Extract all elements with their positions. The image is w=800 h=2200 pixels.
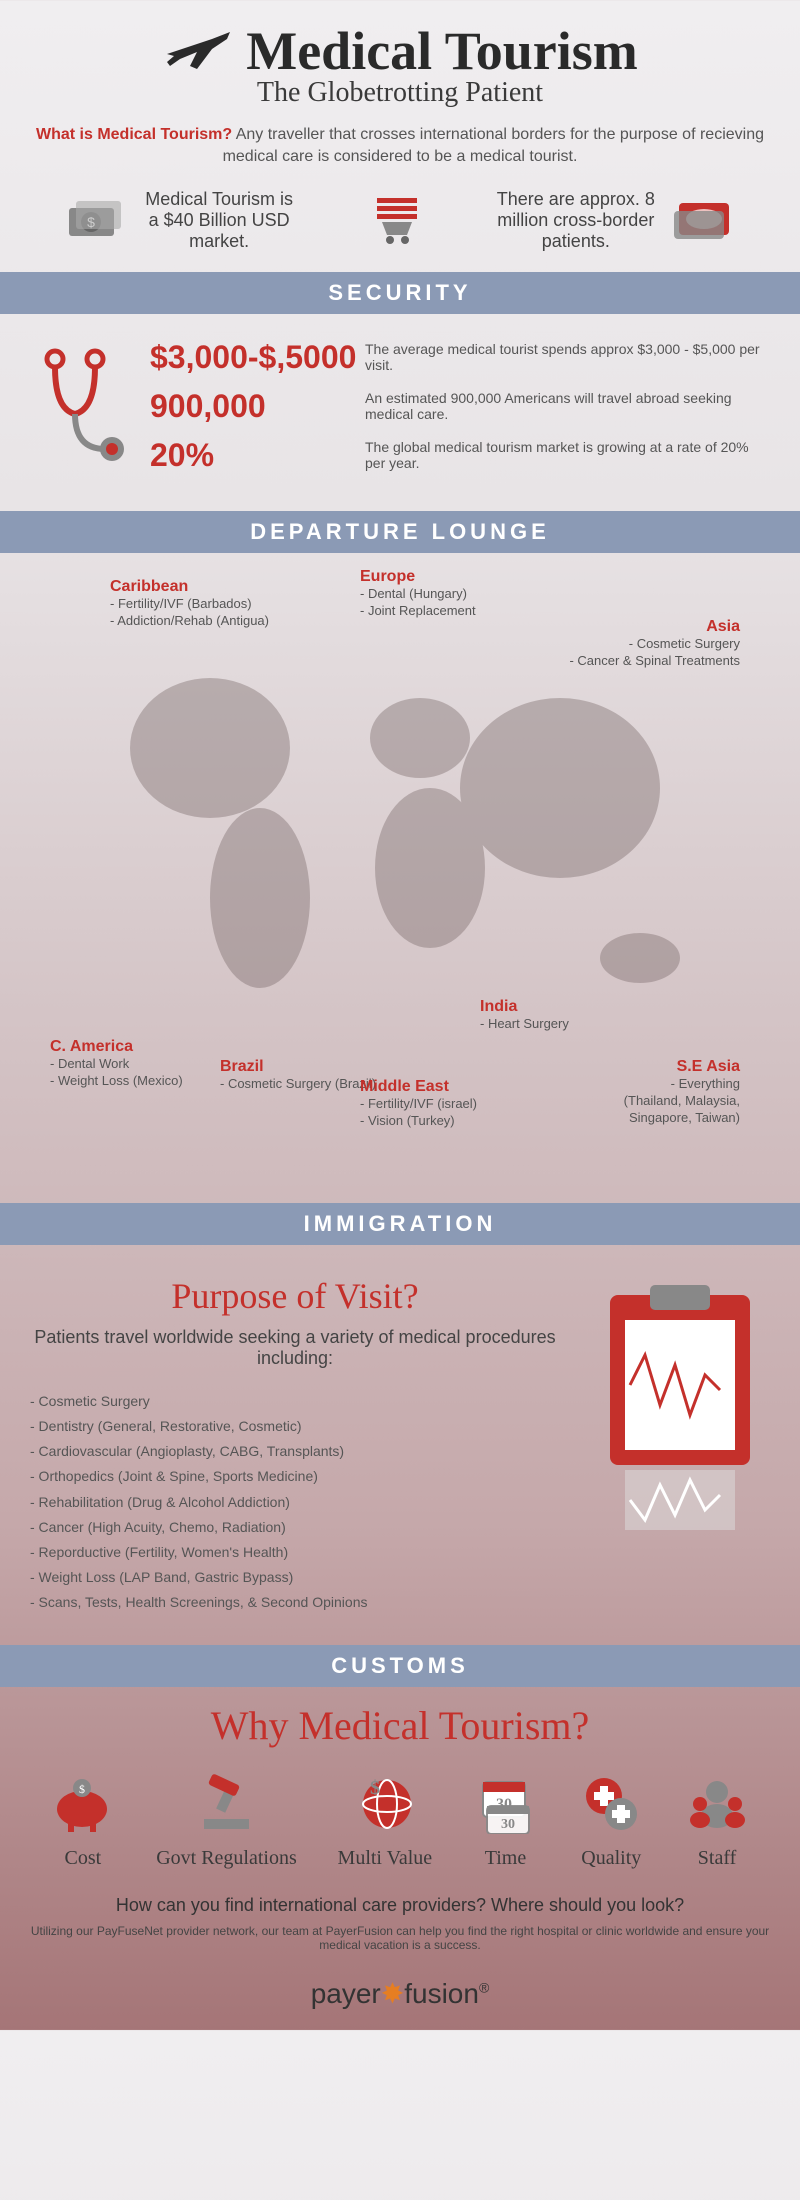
region-camerica: C. America - Dental Work - Weight Loss (… — [50, 1038, 183, 1090]
cart-icon — [367, 190, 427, 250]
cta-section: How can you find international care prov… — [30, 1895, 770, 1952]
piggy-bank-icon: $ — [50, 1769, 115, 1839]
immigration-header: IMMIGRATION — [0, 1203, 800, 1245]
region-asia: Asia - Cosmetic Surgery - Cancer & Spina… — [569, 618, 740, 670]
globe-icon: $ — [338, 1769, 433, 1839]
reason-multi: $ Multi Value — [338, 1769, 433, 1870]
reason-staff: Staff — [685, 1769, 750, 1870]
page-subtitle: The Globetrotting Patient — [30, 77, 770, 109]
why-title: Why Medical Tourism? — [30, 1702, 770, 1749]
reason-cost: $ Cost — [50, 1769, 115, 1870]
page-title: Medical Tourism — [246, 20, 638, 82]
fusion-star-icon: ✸ — [381, 1978, 404, 2009]
purpose-list: - Cosmetic Surgery- Dentistry (General, … — [30, 1389, 560, 1616]
medical-cross-icon — [579, 1769, 644, 1839]
footer-logo: payer✸fusion® — [30, 1977, 770, 2010]
money-icon: $ — [64, 193, 124, 248]
region-middleeast: Middle East - Fertility/IVF (israel) - V… — [360, 1078, 477, 1130]
top-stats-row: $ Medical Tourism is a $40 Billion USD m… — [30, 189, 770, 252]
gavel-icon — [156, 1769, 297, 1839]
map-section: Caribbean - Fertility/IVF (Barbados) - A… — [30, 568, 770, 1188]
cta-title: How can you find international care prov… — [30, 1895, 770, 1916]
header: Medical Tourism The Globetrotting Patien… — [30, 20, 770, 109]
svg-text:$: $ — [79, 1782, 85, 1796]
security-section: $3,000-$,5000The average medical tourist… — [30, 329, 770, 496]
svg-text:30: 30 — [501, 1817, 515, 1832]
calendar-icon: 3030 — [473, 1769, 538, 1839]
stat-americans: 900,000 — [150, 388, 350, 425]
plane-icon — [162, 24, 232, 79]
security-header: SECURITY — [0, 272, 800, 314]
immigration-section: Purpose of Visit? Patients travel worldw… — [30, 1260, 770, 1631]
reason-time: 3030 Time — [473, 1769, 538, 1870]
world-card-icon — [671, 193, 736, 248]
world-map-icon — [80, 648, 720, 1028]
clipboard-icon — [590, 1275, 770, 1616]
region-india: India - Heart Surgery — [480, 998, 569, 1033]
reason-govt: Govt Regulations — [156, 1769, 297, 1870]
stat-market: $ Medical Tourism is a $40 Billion USD m… — [64, 189, 299, 252]
stat-spend: $3,000-$,5000 — [150, 339, 350, 376]
intro-text: What is Medical Tourism? Any traveller t… — [30, 124, 770, 169]
purpose-title: Purpose of Visit? — [30, 1275, 560, 1317]
people-icon — [685, 1769, 750, 1839]
cta-sub: Utilizing our PayFuseNet provider networ… — [30, 1924, 770, 1952]
stat-patients: There are approx. 8 million cross-border… — [496, 189, 736, 252]
reason-quality: Quality — [579, 1769, 644, 1870]
departure-header: DEPARTURE LOUNGE — [0, 511, 800, 553]
region-brazil: Brazil - Cosmetic Surgery (Brazil) — [220, 1058, 376, 1093]
reasons-row: $ Cost Govt Regulations $ Multi Value 30… — [30, 1769, 770, 1870]
stat-growth: 20% — [150, 437, 350, 474]
region-seasia: S.E Asia - Everything (Thailand, Malaysi… — [620, 1058, 740, 1127]
region-caribbean: Caribbean - Fertility/IVF (Barbados) - A… — [110, 578, 269, 630]
region-europe: Europe - Dental (Hungary) - Joint Replac… — [360, 568, 476, 620]
customs-header: CUSTOMS — [0, 1645, 800, 1687]
purpose-subtitle: Patients travel worldwide seeking a vari… — [30, 1327, 560, 1369]
stethoscope-icon — [30, 339, 130, 474]
svg-text:$: $ — [370, 1777, 380, 1799]
